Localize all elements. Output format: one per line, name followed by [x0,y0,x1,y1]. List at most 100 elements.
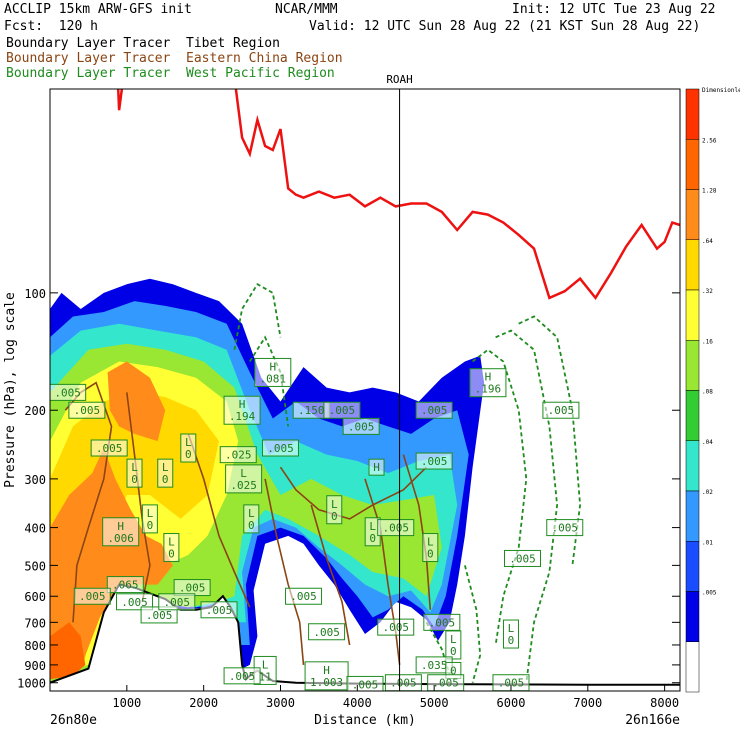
contour-label-text: .005 [179,582,206,595]
contour-label-9: .005 [116,593,154,611]
contour-label-25: .005 [377,519,415,537]
contour-label-text: .005 [164,596,191,609]
contour-label-23: L0 [326,495,343,525]
y-tick-label: 1000 [17,677,46,691]
contour-label-35: .005 [423,613,461,631]
contour-label-text: 0 [185,448,192,461]
contour-label-text: 0 [369,532,376,545]
contour-label-text: .005 [432,677,459,690]
colorbar-label: .32 [702,288,713,295]
contour-label-text: 0 [168,548,175,561]
contour-label-text: .005 [509,552,536,565]
contour-label-text: .005 [79,590,106,603]
contour-label-29: H.196 [469,368,507,398]
contour-labels: .005.005.005L0L0L0L0H.006.065.005.005L0.… [50,357,584,691]
right-endpoint-label: 26n166e [625,713,680,728]
colorbar-label: .08 [702,389,713,396]
west-pacific-contour-3 [495,329,559,683]
contour-label-text: 0 [427,548,434,561]
contour-label-37: .005 [308,623,346,641]
contour-label-6: L0 [141,504,158,534]
tropopause-line [116,89,680,301]
x-tick-label: 5000 [420,696,449,710]
y-tick-label: 800 [24,639,46,653]
contour-label-8: .065 [106,576,144,594]
roah-marker-label: ROAH [386,73,413,86]
colorbar-label: .01 [702,539,713,546]
contour-label-4: L0 [157,458,174,488]
colorbar-label: Dimensionless [702,87,740,94]
x-tick-label: 7000 [573,696,602,710]
contour-label-text: .005 [548,404,575,417]
contour-label-46: .005 [492,674,530,691]
contour-label-text: L [427,536,434,549]
contour-label-text: .025 [230,479,257,492]
contour-label-13: H.194 [223,395,261,425]
contour-label-text: .005 [352,678,379,691]
contour-label-text: L [131,461,138,474]
contour-label-text: .005 [74,404,101,417]
left-endpoint-label: 26n80e [50,713,97,728]
west-pacific-contour-1 [249,335,290,427]
colorbar-swatch [685,340,700,391]
contour-label-38: .005 [377,618,415,636]
header-model: ACCLIP 15km ARW-GFS init [4,2,192,17]
contour-label-43: H1.003 [304,661,349,691]
colorbar: Dimensionless 2.56 1.28 .64 .32 .16 .08 .04 .02.… [685,87,740,693]
contour-label-text: .005 [229,670,256,683]
y-axis-label: Pressure (hPa), log scale [3,292,18,488]
contour-label-text: H [373,461,380,474]
contour-label-19: .150 [292,401,330,419]
x-tick-label: 8000 [650,696,679,710]
contour-label-20: .005 [323,401,361,419]
header-valid: Valid: 12 UTC Sun 28 Aug 22 (21 KST Sun … [309,19,701,34]
contour-label-text: .005 [146,609,173,622]
contour-label-text: .005 [390,677,417,690]
header-org: NCAR/MMM [275,2,338,17]
y-tick-label: 900 [24,659,46,673]
contour-label-text: L [240,467,247,480]
west-pacific-contour-2 [472,348,528,646]
contour-label-text: H [117,520,124,533]
eastern-china-contour-6 [402,454,432,610]
title-tibet: Boundary Layer Tracer Tibet Region [6,36,280,51]
tracer-shading-layer-7 [107,361,166,442]
contour-label-text: .005 [206,604,233,617]
colorbar-swatch [685,541,700,592]
y-tick-label: 500 [24,559,46,573]
contour-label-text: 1.003 [310,676,343,689]
eastern-china-contour-7 [279,466,428,520]
tracer-shading-layer-6 [50,448,173,665]
contour-label-text: L [147,507,154,520]
contour-label-text: .006 [107,532,134,545]
x-tick-label: 4000 [343,696,372,710]
colorbar-swatch [685,390,700,441]
contour-label-47: .005 [346,675,384,691]
contour-label-text: .005 [552,522,579,535]
colorbar-swatch [685,88,700,140]
west-pacific-contour-0 [233,282,282,350]
contour-label-text: 0 [331,510,338,523]
contour-label-text: .005 [313,626,340,639]
contour-label-text: .035 [421,659,448,672]
contour-label-17: H.081 [254,357,292,387]
x-axis-label: Distance (km) [314,713,416,728]
contour-label-0: .005 [50,383,87,401]
contour-label-16: L0 [243,504,260,534]
contour-label-50: .005 [73,587,111,605]
contour-label-28: .005 [415,401,453,419]
x-tick-label: 3000 [266,696,295,710]
x-axis: 1000 2000 3000 4000 5000 6000 7000 8000 [49,685,679,710]
contour-label-text: 0 [147,519,154,532]
tracer-field [50,278,680,691]
x-tick-label: 2000 [189,696,218,710]
west-pacific-contour-5 [464,565,482,683]
title-west-pacific: Boundary Layer Tracer West Pacific Regio… [6,66,335,81]
contour-label-41: .005 [427,674,465,691]
contour-label-text: H [239,398,246,411]
contour-label-text: L [450,633,457,646]
x-tick-label: 1000 [112,696,141,710]
contour-label-42: .005 [384,674,422,691]
title-eastern-china: Boundary Layer Tracer Eastern China Regi… [6,51,343,66]
